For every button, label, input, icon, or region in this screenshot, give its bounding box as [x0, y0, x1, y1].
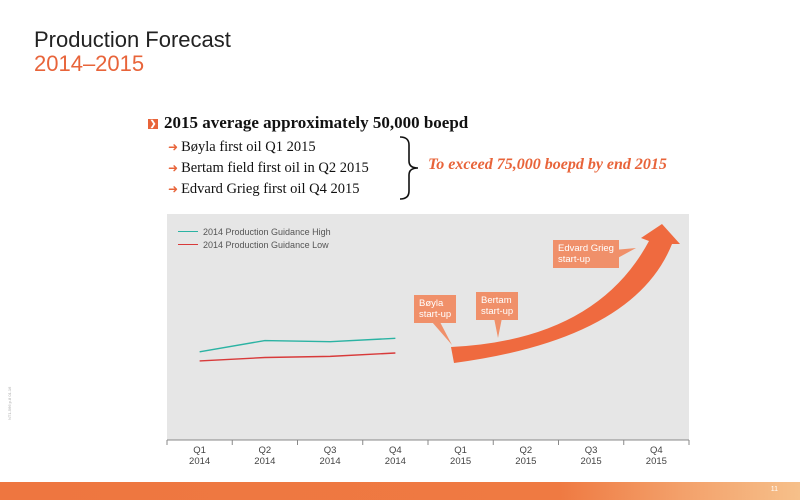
startup-label-line: Bøyla	[419, 298, 444, 309]
startup-label-line: start-up	[558, 254, 591, 265]
brace-icon	[399, 136, 419, 200]
label-pointer	[614, 248, 636, 260]
sub-bullet: ➜ Bertam field first oil in Q2 2015	[168, 160, 369, 177]
x-tick-quarter: Q4	[650, 445, 663, 456]
chevron-right-icon: ➜	[168, 182, 179, 196]
forecast-arrow	[451, 224, 680, 363]
x-tick-quarter: Q2	[258, 445, 272, 456]
sub-bullet-text: Bøyla first oil Q1 2015	[181, 139, 316, 155]
x-tick-label: Q4 2014	[363, 445, 427, 467]
x-tick-label: Q4 2015	[624, 445, 688, 467]
legend-label: 2014 Production Guidance Low	[203, 240, 329, 250]
legend-swatch	[178, 231, 198, 232]
x-tick-year: 2014	[254, 456, 276, 467]
startup-label-line: start-up	[481, 306, 514, 317]
x-tick-year: 2014	[384, 456, 406, 467]
startup-label-line: Edvard Grieg	[558, 243, 614, 254]
main-bullet: ❯ 2015 average approximately 50,000 boepd	[148, 113, 468, 133]
startup-label: Bertam start-up	[476, 292, 519, 320]
x-tick-year: 2015	[515, 456, 537, 467]
series-line	[199, 337, 396, 353]
x-tick-quarter: Q1	[454, 445, 467, 456]
x-tick-quarter: Q3	[584, 445, 598, 456]
legend-item: 2014 Production Guidance High	[178, 227, 331, 237]
x-tick-label: Q3 2014	[298, 445, 362, 467]
x-tick-label: Q2 2015	[494, 445, 558, 467]
label-pointer	[432, 322, 452, 345]
x-tick-quarter: Q2	[519, 445, 533, 456]
x-tick-year: 2015	[450, 456, 472, 467]
sub-bullet: ➜ Edvard Grieg first oil Q4 2015	[168, 181, 359, 198]
startup-label-line: start-up	[419, 309, 452, 320]
arrow-square-icon: ❯	[148, 119, 158, 129]
startup-label: Bøyla start-up	[414, 295, 457, 323]
sub-bullet: ➜ Bøyla first oil Q1 2015	[168, 139, 316, 156]
x-tick-label: Q1 2014	[168, 445, 232, 467]
series-line	[199, 352, 396, 362]
x-tick-year: 2014	[319, 456, 341, 467]
label-pointer	[494, 318, 502, 338]
x-tick-label: Q3 2015	[559, 445, 623, 467]
chevron-right-icon: ➜	[168, 161, 179, 175]
page-subtitle: 2014–2015	[34, 51, 145, 76]
startup-label: Edvard Grieg start-up	[553, 240, 619, 268]
x-tick-quarter: Q1	[193, 445, 206, 456]
sub-bullet-text: Edvard Grieg first oil Q4 2015	[181, 181, 360, 197]
x-tick-year: 2015	[645, 456, 667, 467]
x-tick-year: 2014	[189, 456, 211, 467]
callout-text: To exceed 75,000 boepd by end 2015	[428, 156, 667, 173]
x-tick-quarter: Q3	[323, 445, 337, 456]
x-tick-year: 2015	[580, 456, 602, 467]
legend-label: 2014 Production Guidance High	[203, 227, 331, 237]
x-tick-label: Q2 2014	[233, 445, 297, 467]
legend-item: 2014 Production Guidance Low	[178, 240, 329, 250]
sub-bullet-text: Bertam field first oil in Q2 2015	[181, 160, 369, 176]
legend-swatch	[178, 244, 198, 245]
side-code: NT1-566 p.8 01.16	[7, 386, 12, 420]
x-tick-quarter: Q4	[389, 445, 402, 456]
startup-label-line: Bertam	[481, 295, 512, 306]
page-number: 11	[770, 486, 778, 493]
page-title: Production Forecast	[34, 27, 231, 52]
x-tick-label: Q1 2015	[429, 445, 493, 467]
chevron-right-icon: ➜	[168, 140, 179, 154]
main-bullet-text: 2015 average approximately 50,000 boepd	[164, 113, 469, 132]
footer-bar	[0, 482, 800, 500]
